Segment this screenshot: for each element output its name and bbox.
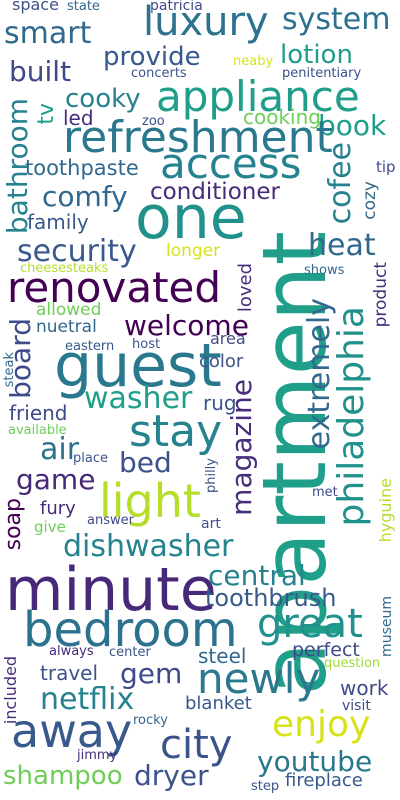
word-steel: steel [198, 644, 247, 668]
word-toothbrush: toothbrush [205, 584, 337, 612]
word-access: access [160, 139, 302, 188]
word-one: one [135, 183, 247, 253]
word-family: family [27, 210, 89, 234]
word-refreshment: refreshment [63, 112, 333, 163]
word-place: place [73, 451, 108, 466]
word-state: state [67, 0, 100, 14]
word-steak: steak [2, 352, 17, 388]
word-rug: rug [203, 391, 237, 415]
word-cooking: cooking [243, 105, 321, 129]
word-gem: gem [120, 657, 183, 690]
word-soap: soap [1, 498, 26, 551]
word-host: host [132, 337, 161, 352]
word-air: air [40, 432, 80, 467]
word-hyguine: hyguine [376, 478, 395, 543]
word-guest: guest [54, 331, 222, 401]
word-rocky: rocky [133, 713, 168, 728]
word-loved: loved [235, 263, 256, 313]
word-tip: tip [376, 158, 396, 176]
word-newly: newly [197, 654, 321, 703]
word-renovated: renovated [7, 263, 222, 312]
word-cooky: cooky [65, 84, 141, 114]
word-shampoo: shampoo [3, 761, 123, 791]
word-led: led [63, 106, 94, 130]
word-shows: shows [304, 263, 345, 278]
word-visit: visit [342, 698, 371, 714]
word-eastern: eastern [65, 339, 115, 354]
word-area: area [210, 329, 246, 348]
word-philadelphia: philadelphia [331, 306, 372, 527]
word-built: built [9, 55, 72, 88]
word-dryer: dryer [134, 759, 209, 792]
word-system: system [282, 2, 391, 37]
word-work: work [340, 676, 389, 700]
word-space: space [12, 0, 59, 14]
word-always: always [49, 644, 94, 659]
word-zoo: zoo [142, 114, 165, 129]
word-blanket: blanket [185, 693, 252, 714]
word-neaby: neaby [233, 54, 274, 69]
word-city: city [160, 722, 233, 768]
word-stay: stay [129, 406, 223, 457]
word-met: met [312, 485, 338, 500]
word-fireplace: fireplace [285, 770, 363, 791]
word-dishwasher: dishwasher [63, 529, 234, 564]
word-security: security [17, 234, 137, 269]
word-netflix: netflix [40, 682, 135, 717]
word-answer: answer [87, 513, 134, 528]
word-light: light [99, 474, 201, 528]
word-give: give [34, 518, 66, 536]
word-appliance: appliance [156, 72, 360, 121]
word-great: great [257, 601, 363, 647]
word-fury: fury [40, 498, 76, 519]
word-lotion: lotion [280, 40, 353, 70]
word-minute: minute [5, 555, 217, 625]
word-book: book [318, 109, 387, 142]
word-nuetral: nuetral [36, 317, 97, 337]
word-washer: washer [84, 381, 193, 416]
word-available: available [8, 423, 67, 438]
word-heat: heat [308, 228, 376, 263]
word-perfect: perfect [292, 639, 360, 661]
word-cheesesteaks: cheesesteaks [20, 261, 109, 276]
word-step: step [251, 779, 280, 794]
word-concerts: concerts [131, 66, 187, 81]
word-away: away [11, 704, 133, 758]
word-toothpaste: toothpaste [25, 156, 139, 180]
word-welcome: welcome [124, 309, 249, 342]
word-longer: longer [166, 241, 221, 261]
word-game: game [16, 463, 96, 496]
word-jimmy: jimmy [77, 748, 118, 763]
word-comfy: comfy [42, 180, 128, 213]
word-allowed: allowed [36, 300, 102, 320]
word-luxury: luxury [143, 0, 269, 45]
word-philly: philly [204, 458, 219, 494]
word-provide: provide [103, 42, 201, 72]
word-conditioner: conditioner [150, 179, 280, 205]
word-color: color [199, 351, 244, 372]
word-bed: bed [119, 446, 172, 479]
word-central: central [208, 559, 306, 592]
word-center: center [109, 645, 151, 660]
word-art: art [201, 516, 221, 532]
word-extremely: extremely [302, 298, 337, 450]
word-smart: smart [4, 16, 92, 51]
word-museum: museum [379, 596, 395, 657]
word-tv: tv [34, 103, 59, 125]
word-travel: travel [40, 661, 99, 685]
word-question: question [324, 656, 381, 671]
word-friend: friend [9, 401, 68, 425]
word-cozy: cozy [360, 181, 380, 220]
word-patricia: patricia [150, 0, 203, 14]
word-bedroom: bedroom [23, 602, 238, 658]
word-enjoy: enjoy [272, 704, 371, 745]
word-cofee: cofee [323, 142, 358, 225]
word-penitentiary: penitentiary [282, 66, 362, 81]
word-youtube: youtube [257, 745, 373, 778]
word-product: product [371, 262, 391, 328]
